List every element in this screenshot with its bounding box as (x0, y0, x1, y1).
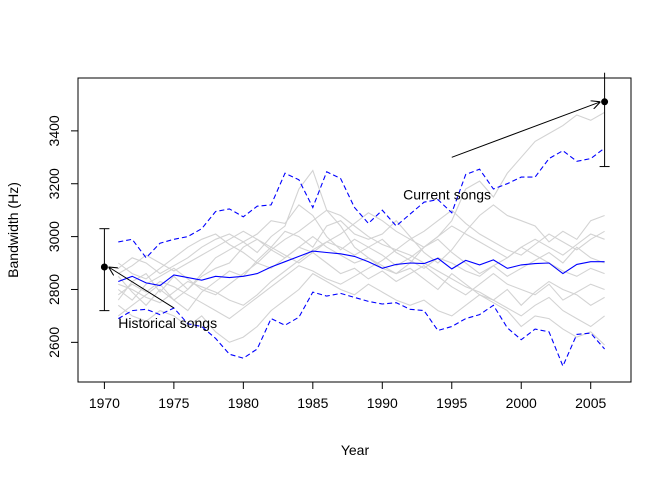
y-axis: 2600 2800 3000 3200 3400 (46, 115, 79, 358)
x-tick-label: 1980 (228, 395, 259, 411)
background-series-line-10 (118, 212, 605, 275)
summary-series-group (118, 147, 606, 368)
annotation-2: Current songs (403, 102, 600, 203)
background-series-line-4 (117, 204, 605, 277)
x-tick-label: 1990 (367, 395, 398, 411)
point-marker (601, 98, 609, 106)
background-series-line-2 (117, 204, 605, 312)
y-tick-label: 3200 (46, 168, 62, 199)
annotation-arrow (451, 102, 601, 158)
background-series-group (117, 111, 605, 346)
background-series-line-3 (117, 235, 605, 317)
x-axis-title: Year (341, 442, 370, 458)
data-point-2 (599, 72, 610, 168)
y-axis-title: Bandwidth (Hz) (5, 182, 21, 278)
data-points-group (99, 72, 610, 312)
mean-line (118, 250, 605, 287)
point-marker (100, 263, 108, 271)
annotations-group: Historical songs Current songs (109, 102, 601, 331)
data-point-1 (99, 228, 110, 312)
x-tick-label: 2000 (506, 395, 537, 411)
x-tick-label: 1975 (158, 395, 189, 411)
background-series-line-1 (117, 111, 605, 301)
y-tick-label: 3400 (46, 115, 62, 146)
annotation-label: Current songs (403, 187, 491, 203)
background-series-line-8 (118, 238, 605, 306)
y-tick-label: 2800 (46, 274, 62, 305)
annotation-arrow (109, 267, 175, 309)
background-series-line-6 (117, 272, 605, 346)
plot-frame (77, 77, 632, 383)
x-tick-label: 1985 (297, 395, 328, 411)
background-series-line-7 (117, 209, 605, 280)
x-tick-label: 1970 (89, 395, 120, 411)
background-series-line-9 (117, 249, 605, 328)
y-tick-label: 3000 (46, 221, 62, 252)
x-tick-label: 1995 (436, 395, 467, 411)
upper-bound-line (118, 147, 605, 259)
x-tick-label: 2005 (575, 395, 606, 411)
lower-bound-line (118, 291, 606, 368)
y-tick-label: 2600 (46, 327, 62, 358)
annotation-1: Historical songs (109, 267, 217, 331)
annotation-label: Historical songs (118, 315, 217, 331)
x-axis: 1970 1975 1980 1985 1990 1995 2000 2005 (89, 381, 606, 411)
background-series-line-5 (117, 246, 605, 301)
